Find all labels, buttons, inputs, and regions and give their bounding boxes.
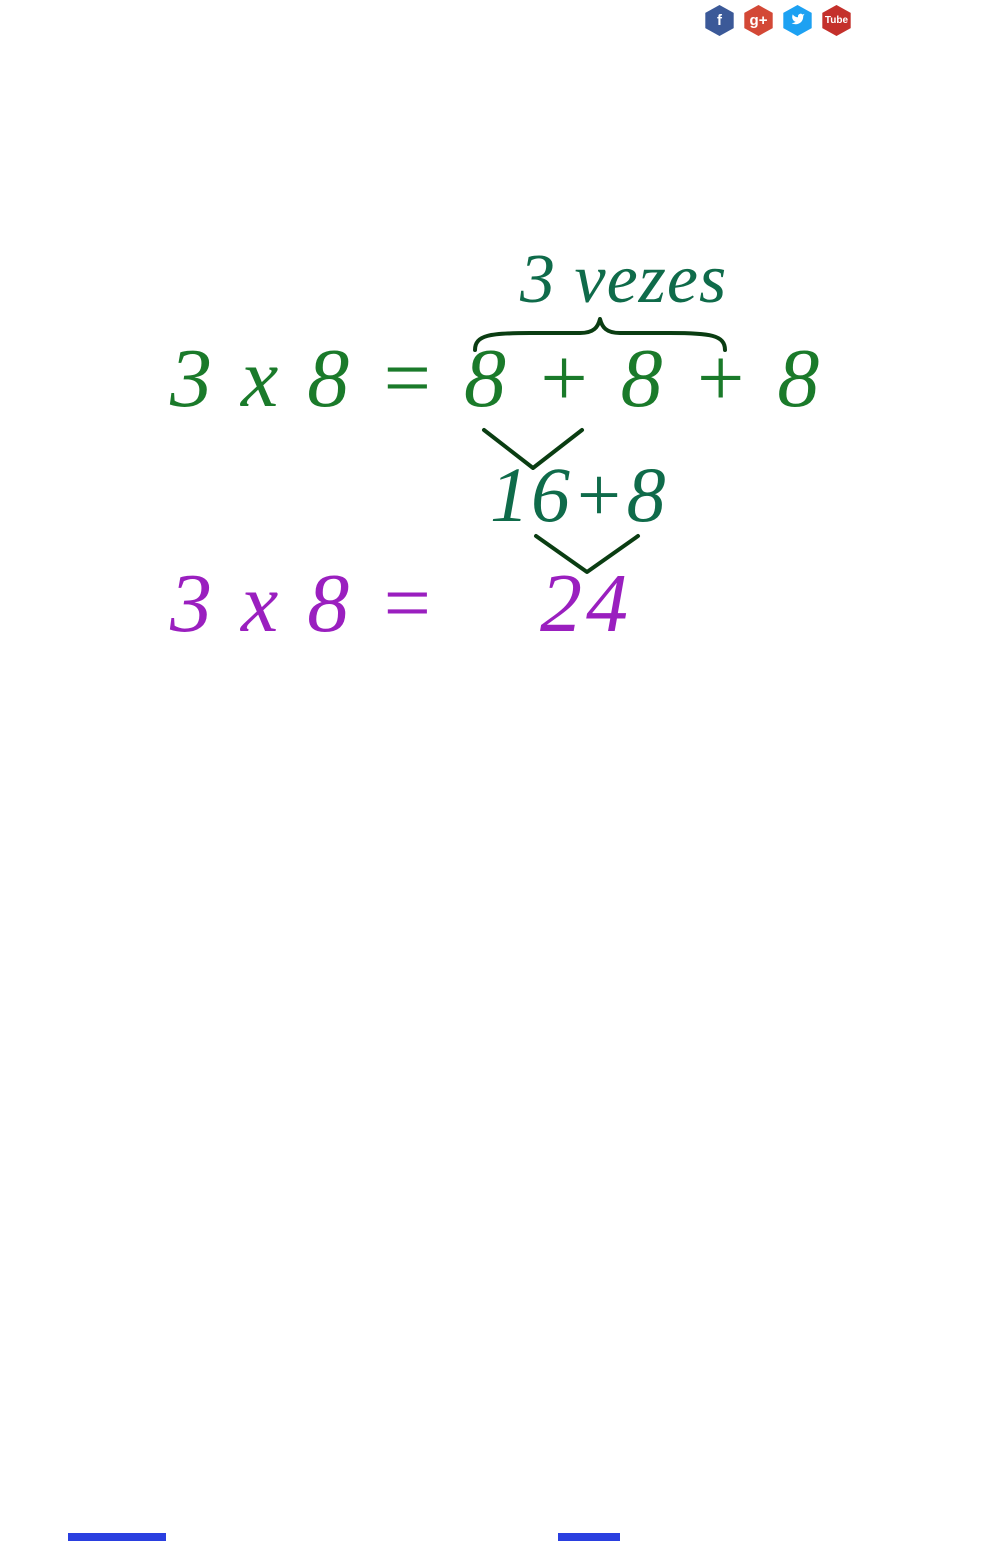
equation-result-right: 24 (540, 555, 632, 652)
footer-mark-2 (558, 1533, 620, 1541)
equation-expanded: 3 x 8 = 8 + 8 + 8 (170, 330, 823, 427)
youtube-glyph: Tube (825, 16, 848, 26)
googleplus-glyph: g+ (750, 13, 768, 28)
brace-label: 3 vezes (520, 240, 727, 320)
facebook-glyph: f (717, 13, 722, 28)
footer-mark-1 (68, 1533, 166, 1541)
math-diagram: 3 vezes 3 x 8 = 8 + 8 + 8 16+8 3 x 8 = 2… (0, 0, 998, 1541)
twitter-glyph (790, 12, 806, 29)
equation-result-left: 3 x 8 = (170, 555, 439, 652)
equation-intermediate: 16+8 (490, 450, 668, 540)
